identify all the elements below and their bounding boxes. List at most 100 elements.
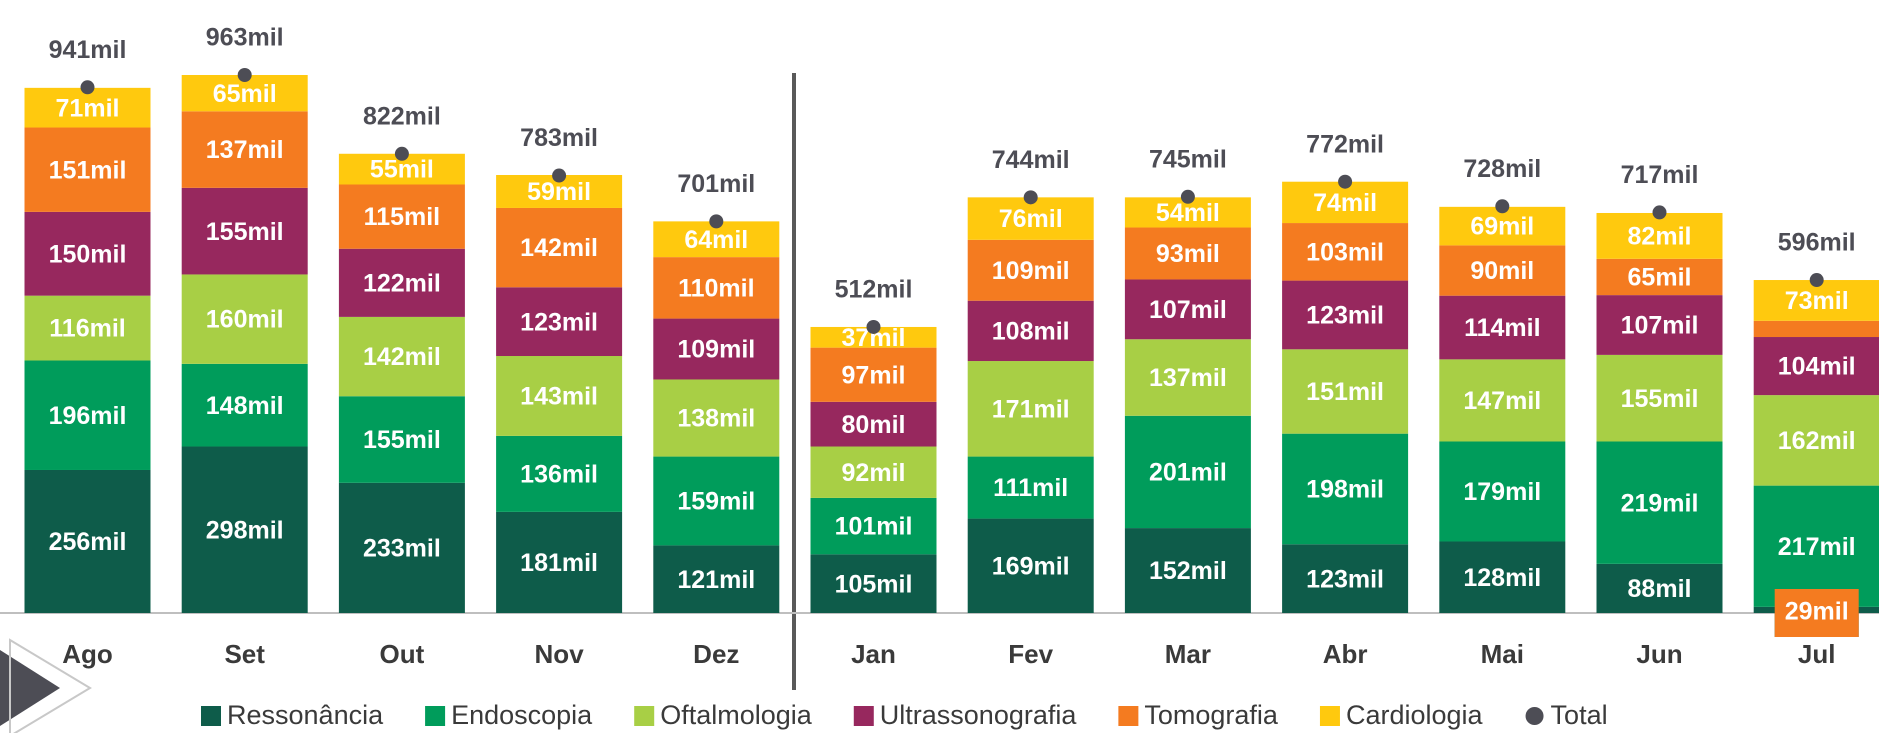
total-dot [866,319,881,334]
segment-label: 162mil [1778,427,1856,455]
segment-label: 137mil [206,136,284,164]
segment-label: 116mil [49,315,125,343]
segment-label: 105mil [835,570,913,598]
total-dot [1652,205,1667,220]
bar-segment [1439,295,1566,360]
bar-segment [653,545,780,613]
total-label: 783mil [520,124,598,152]
segment-label: 74mil [1313,189,1377,217]
x-tick-label: Mai [1481,639,1524,669]
segment-label: 71mil [56,94,120,122]
bar-segment [967,518,1094,613]
segment-label: 59mil [527,178,591,206]
total-dot [80,80,95,95]
bar-segment [1596,563,1723,613]
bar-segment [496,511,623,613]
bar-segment [1282,280,1409,350]
legend-label: Oftalmologia [660,700,813,730]
bar-segment [967,300,1094,362]
bar-segment [496,207,623,288]
bar-segment [1282,349,1409,434]
segment-label: 181mil [520,549,598,577]
bar-segment [24,360,151,470]
segment-label: 123mil [1306,302,1384,330]
legend-swatch [1118,706,1139,726]
segment-label: 107mil [1621,312,1699,340]
segment-label: 90mil [1470,257,1534,285]
total-dot [394,146,409,161]
segment-label: 111mil [993,474,1068,502]
total-dot [1809,273,1824,288]
segment-label: 121mil [677,566,755,594]
bar-segment [181,111,308,188]
bar-segment [1753,485,1879,607]
bar-segment [1596,295,1723,355]
segment-label: 76mil [999,205,1063,233]
bar-segment [338,184,465,249]
bar-segment [967,239,1094,301]
x-tick-label: Abr [1323,639,1368,669]
total-label: 717mil [1621,161,1699,189]
legend-dot [1525,707,1544,725]
bar-segment [1439,359,1566,442]
segment-label: 142mil [520,234,598,262]
segment-label: 201mil [1149,459,1227,487]
segment-label: 82mil [1628,223,1692,251]
segment-label: 109mil [677,336,755,364]
segment-label: 147mil [1463,387,1541,415]
total-dot [1180,189,1195,204]
segment-label: 233mil [363,535,441,563]
segment-label: 169mil [992,552,1070,580]
segment-label: 88mil [1628,575,1692,603]
x-tick-label: Jun [1636,639,1682,669]
bar-segment [1596,354,1723,442]
legend-swatch [853,706,874,726]
total-dot [1495,199,1510,214]
segment-label: 256mil [49,528,127,556]
bar-segment [1596,258,1723,296]
segment-label: 128mil [1463,564,1541,592]
bar-segment [967,361,1094,457]
bar-segment [810,497,937,555]
total-label: 772mil [1306,130,1384,158]
total-label: 596mil [1778,229,1856,257]
bar-segment [967,456,1094,519]
segment-label: 138mil [677,405,755,433]
segment-label: 143mil [520,383,598,411]
bar-segment [1124,279,1251,340]
segment-label: 107mil [1149,296,1227,324]
bar-segment [496,287,623,357]
total-label: 963mil [206,24,284,52]
x-tick-label: Jan [851,639,896,669]
x-tick-label: Out [380,639,425,669]
legend-label: Endoscopia [451,700,593,730]
segment-label: 151mil [1306,378,1384,406]
segment-label: 123mil [1306,565,1384,593]
bar-segment [1439,441,1566,542]
bar-segment [810,401,937,447]
bar-segment [181,274,308,364]
legend-swatch [1319,706,1340,726]
bar-segment [1124,339,1251,416]
bar-segment [1282,433,1409,545]
decor-arrow [0,650,60,726]
legend-swatch [201,706,221,726]
segment-label: 159mil [677,488,755,516]
segment-label: 65mil [1628,264,1692,292]
bar-segment [1753,395,1879,486]
bar-segment [338,396,465,483]
segment-label: 152mil [1149,557,1227,585]
bar-segment [181,363,308,447]
bar-segment [24,87,151,128]
segment-label: 114mil [1464,314,1540,342]
segment-label: 29mil [1785,598,1849,626]
segment-label: 136mil [520,461,598,489]
segment-label: 101mil [835,513,913,541]
segment-label: 219mil [1621,489,1699,517]
segment-label: 103mil [1306,238,1384,266]
segment-label: 171mil [992,395,1070,423]
segment-label: 108mil [992,317,1070,345]
bar-segment [810,326,937,348]
segment-label: 123mil [520,308,598,336]
